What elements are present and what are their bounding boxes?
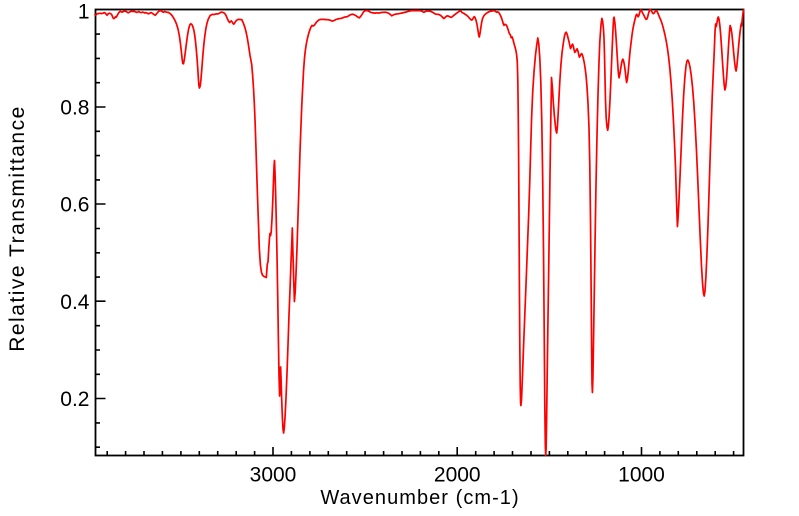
svg-text:0.2: 0.2 — [60, 388, 89, 411]
svg-text:0.6: 0.6 — [60, 194, 89, 217]
svg-text:Wavenumber (cm-1): Wavenumber (cm-1) — [320, 487, 519, 509]
svg-text:1000: 1000 — [618, 464, 665, 487]
svg-text:3000: 3000 — [250, 464, 297, 487]
svg-text:2000: 2000 — [434, 464, 481, 487]
svg-text:Relative Transmittance: Relative Transmittance — [6, 105, 29, 352]
svg-text:0.8: 0.8 — [60, 97, 89, 120]
svg-text:0.4: 0.4 — [60, 291, 90, 314]
svg-text:1: 1 — [78, 1, 90, 24]
